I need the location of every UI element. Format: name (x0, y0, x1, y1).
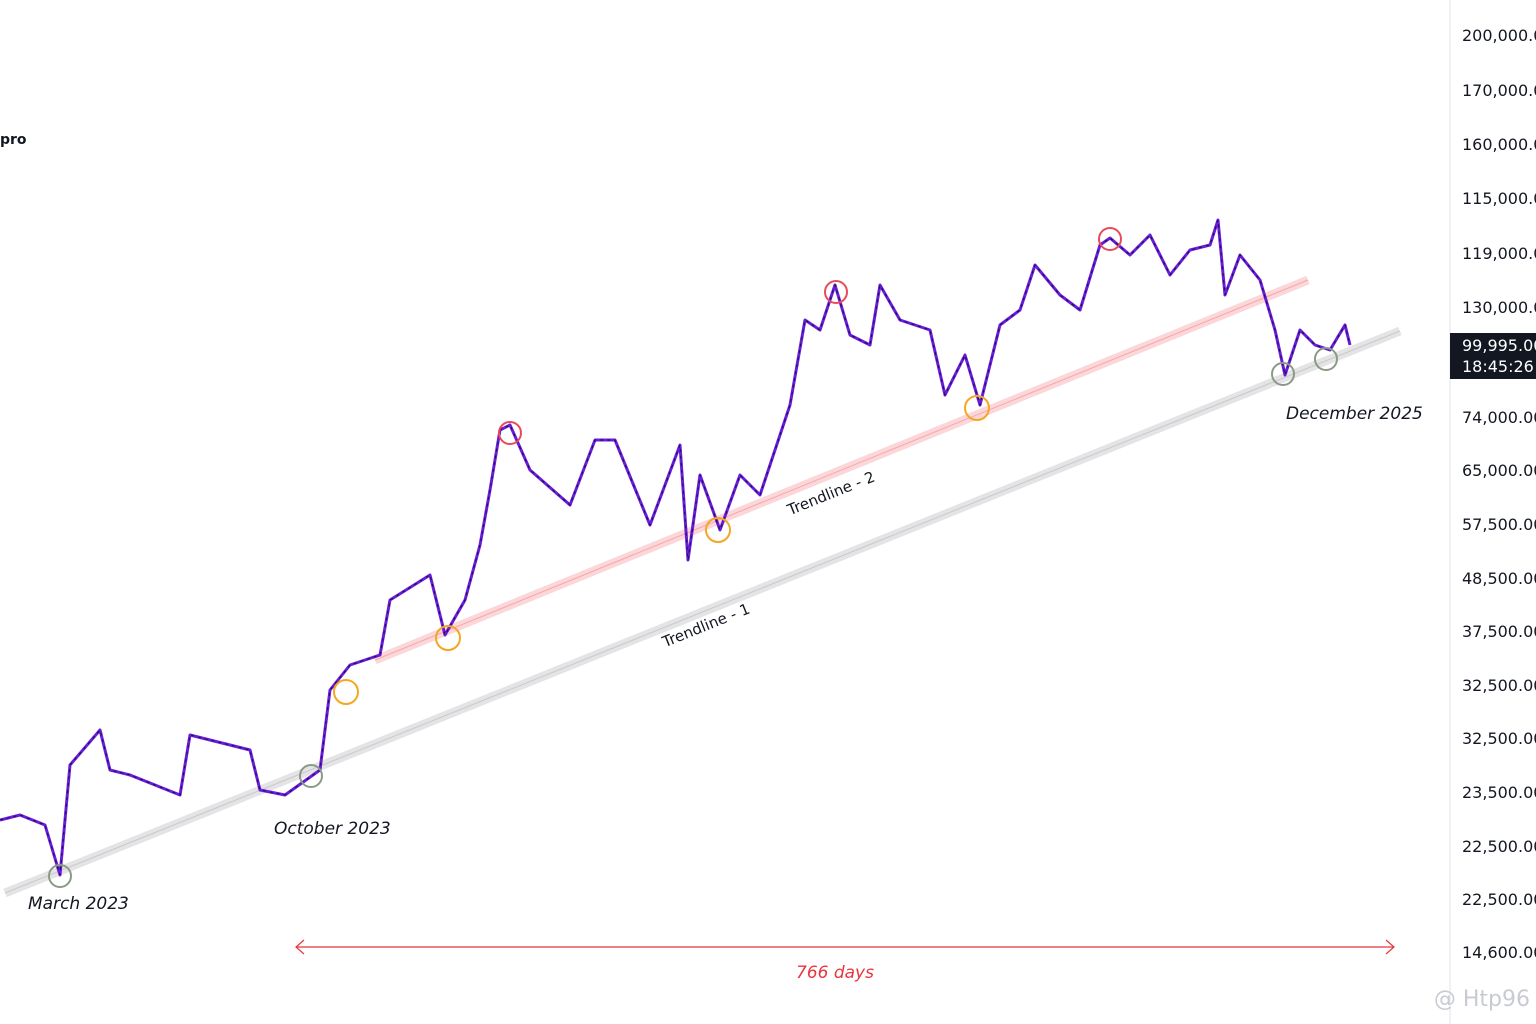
price-label: 37,500.00 (1462, 622, 1536, 641)
date-label: December 2025 (1286, 404, 1423, 424)
current-price: 99,995.00 (1462, 336, 1536, 355)
duration-label: 766 days (796, 963, 874, 983)
peak-circle (824, 280, 848, 304)
price-label: 160,000.00 (1462, 135, 1536, 154)
price-label: 65,000.00 (1462, 461, 1536, 480)
price-label: 22,500.00 (1462, 837, 1536, 856)
support-circle (964, 395, 990, 421)
support-circle (435, 625, 461, 651)
duration-arrow (295, 939, 1395, 955)
date-label: October 2023 (274, 819, 391, 839)
price-axis: 200,000.00 170,000.00 160,000.00 115,000.00… (1462, 26, 1536, 962)
low-circle (1314, 347, 1338, 371)
price-label: 200,000.00 (1462, 26, 1536, 45)
price-label: 130,000.00 (1462, 298, 1536, 317)
price-label: 22,500.00 (1462, 890, 1536, 909)
peak-circle (1098, 227, 1122, 251)
low-circle (299, 764, 323, 788)
date-label: March 2023 (28, 894, 129, 914)
price-label: 57,500.00 (1462, 515, 1536, 534)
low-circle (1271, 362, 1295, 386)
low-circle (48, 864, 72, 888)
trendline-2 (374, 279, 1309, 661)
countdown: 18:45:26 (1462, 357, 1534, 376)
watermark: @ Htp96 (1434, 987, 1530, 1012)
support-circle (705, 517, 731, 543)
price-label: 32,500.00 (1462, 729, 1536, 748)
support-circle (333, 679, 359, 705)
price-label: 115,000.00 (1462, 189, 1536, 208)
price-line (0, 218, 1352, 877)
price-label: 170,000.00 (1462, 81, 1536, 100)
price-label: 14,600.00 (1462, 943, 1536, 962)
price-label: 74,000.00 (1462, 408, 1536, 427)
watermark-fragment: pro (0, 132, 27, 148)
peak-circle (498, 421, 522, 445)
price-line-overlay (0, 219, 1351, 876)
price-label: 23,500.00 (1462, 783, 1536, 802)
current-price-box (1450, 333, 1536, 379)
pivot-circles (48, 227, 1338, 888)
price-label: 48,500.00 (1462, 569, 1536, 588)
price-label: 119,000.00 (1462, 244, 1536, 263)
trendline-1 (4, 330, 1401, 894)
price-label: 32,500.00 (1462, 676, 1536, 695)
